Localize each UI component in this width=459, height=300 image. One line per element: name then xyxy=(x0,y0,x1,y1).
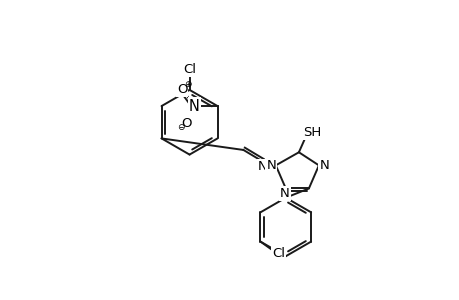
Text: ⊕: ⊕ xyxy=(184,80,191,89)
Text: N: N xyxy=(266,159,275,172)
Text: ⊖: ⊖ xyxy=(176,123,184,132)
Text: N: N xyxy=(280,187,289,200)
Text: Cl: Cl xyxy=(183,63,196,76)
Text: Cl: Cl xyxy=(272,247,285,260)
Text: O: O xyxy=(181,116,191,130)
Text: N: N xyxy=(319,159,329,172)
Text: O: O xyxy=(177,82,187,96)
Text: SH: SH xyxy=(303,126,321,139)
Text: N: N xyxy=(257,160,267,173)
Text: N: N xyxy=(189,99,200,114)
